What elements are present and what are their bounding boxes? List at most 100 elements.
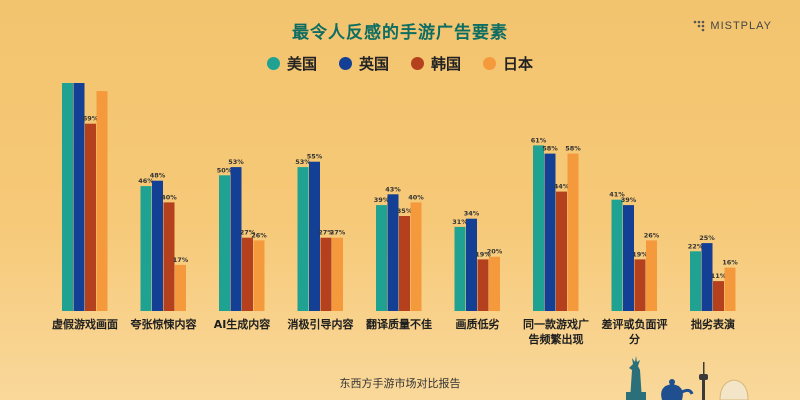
chart-title: 最令人反感的手游广告要素 <box>292 23 508 43</box>
bar-1-2 <box>163 202 175 311</box>
value-label-2-0: 50% <box>217 166 233 174</box>
category-label-0: 虚假游戏画面 <box>52 317 118 331</box>
legend: 美国 英国 韩国 日本 <box>0 53 800 74</box>
category-label-8: 拙劣表演 <box>691 317 735 331</box>
bar-5-2 <box>477 259 489 311</box>
value-label-5-1: 34% <box>464 210 480 218</box>
landmarks-illustration <box>626 356 749 400</box>
bar-0-3 <box>96 91 108 311</box>
bar-5-3 <box>489 256 500 311</box>
brand-logo: MISTPLAY <box>693 20 772 32</box>
value-label-4-2: 35% <box>397 207 413 215</box>
legend-swatch <box>411 57 424 70</box>
value-label-6-3: 58% <box>565 145 581 153</box>
value-label-7-3: 26% <box>644 231 660 239</box>
legend-swatch <box>338 57 352 70</box>
value-label-7-1: 39% <box>621 196 637 204</box>
bar-4-0 <box>376 205 387 311</box>
value-label-1-3: 17% <box>173 256 189 264</box>
bar-1-3 <box>175 264 186 311</box>
legend-item-0: 美国 <box>266 53 317 74</box>
value-label-3-0: 53% <box>295 158 311 166</box>
bar-0-0 <box>62 83 73 311</box>
value-label-3-1: 55% <box>307 153 323 161</box>
value-label-4-0: 39% <box>374 196 390 204</box>
bar-8-0 <box>690 251 701 311</box>
bar-5-0 <box>454 226 466 311</box>
bar-7-1 <box>623 205 634 311</box>
bar-4-1 <box>387 194 399 311</box>
value-label-8-0: 22% <box>688 242 704 250</box>
bar-3-0 <box>297 167 309 311</box>
category-label-2: AI生成内容 <box>214 317 271 331</box>
bar-2-1 <box>230 167 242 311</box>
value-label-2-2: 27% <box>240 229 256 237</box>
bar-6-2 <box>556 191 567 311</box>
value-label-5-3: 20% <box>487 248 503 256</box>
value-label-1-1: 48% <box>150 172 166 180</box>
value-label-5-2: 19% <box>475 250 491 258</box>
category-label-1: 夸张惊悚内容 <box>131 317 197 331</box>
legend-label: 英国 <box>358 55 389 73</box>
bar-4-2 <box>399 216 410 311</box>
value-label-7-0: 41% <box>609 191 625 199</box>
legend-item-1: 英国 <box>338 53 389 74</box>
bar-7-2 <box>634 259 646 311</box>
legend-item-3: 日本 <box>483 53 533 74</box>
footer-source: 东西方手游市场对比报告 <box>339 377 461 390</box>
bar-0-2 <box>85 123 96 311</box>
legend-label: 美国 <box>286 55 317 73</box>
value-label-4-3: 40% <box>408 193 424 201</box>
value-label-1-0: 46% <box>138 177 154 185</box>
value-label-3-2: 27% <box>318 229 334 237</box>
value-label-0-2: 69% <box>83 115 99 123</box>
bar-3-1 <box>309 161 320 311</box>
legend-label: 韩国 <box>431 55 462 73</box>
bar-3-3 <box>332 237 343 311</box>
value-label-3-3: 27% <box>330 229 346 237</box>
bar-8-1 <box>701 243 713 311</box>
bar-1-1 <box>152 180 163 311</box>
bar-2-0 <box>219 175 230 311</box>
legend-item-2: 韩国 <box>411 53 461 74</box>
bar-5-1 <box>466 218 477 311</box>
brand-dots-icon <box>694 20 705 32</box>
category-label-7-line0: 差评或负面评 <box>602 317 668 331</box>
category-label-6-line1: 告频繁出现 <box>529 332 584 346</box>
bar-6-3 <box>567 153 579 311</box>
value-label-4-1: 43% <box>385 185 401 193</box>
bar-2-3 <box>253 240 265 311</box>
bar-8-3 <box>724 267 736 311</box>
value-label-6-1: 58% <box>542 145 558 153</box>
bar-3-2 <box>320 237 332 311</box>
value-label-7-2: 19% <box>632 250 648 258</box>
legend-swatch <box>483 57 497 70</box>
category-label-7-line1: 分 <box>629 332 640 346</box>
bar-6-0 <box>533 145 544 311</box>
value-label-1-2: 40% <box>161 193 177 201</box>
value-label-8-1: 25% <box>699 234 715 242</box>
legend-label: 日本 <box>503 55 534 73</box>
value-label-2-1: 53% <box>228 158 244 166</box>
bar-7-0 <box>611 199 623 311</box>
value-label-8-3: 16% <box>722 259 738 267</box>
bar-0-1 <box>73 83 85 311</box>
legend-swatch <box>266 57 280 70</box>
bar-1-0 <box>140 186 152 311</box>
bar-4-3 <box>410 202 422 311</box>
category-label-3: 消极引导内容 <box>288 317 354 331</box>
value-label-6-2: 44% <box>554 183 570 191</box>
category-label-6-line0: 同一款游戏广 <box>523 317 589 331</box>
value-label-2-3: 26% <box>251 231 267 239</box>
category-label-5: 画质低劣 <box>456 317 500 331</box>
category-label-4: 翻译质量不佳 <box>366 317 432 331</box>
bar-2-2 <box>242 237 253 311</box>
brand-name: MISTPLAY <box>710 20 772 32</box>
bar-6-1 <box>544 153 556 311</box>
value-label-8-2: 11% <box>711 272 727 280</box>
value-label-6-0: 61% <box>531 136 547 144</box>
bar-8-2 <box>713 281 724 311</box>
value-label-5-0: 31% <box>452 218 468 226</box>
bar-7-3 <box>646 240 657 311</box>
